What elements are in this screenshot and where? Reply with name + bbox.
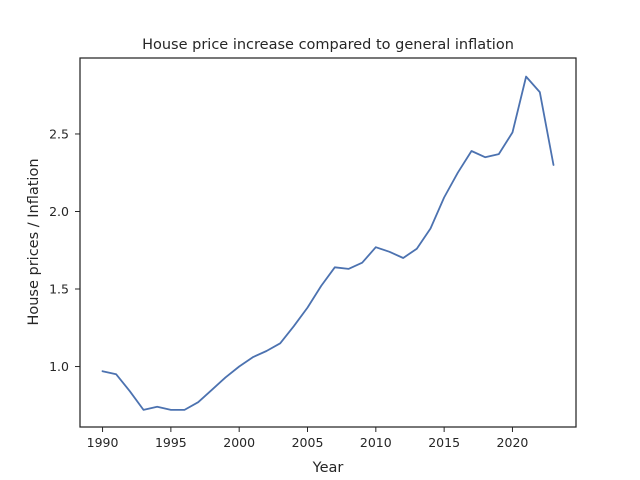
y-tick-label: 2.5 [49, 126, 69, 141]
series-group [101, 75, 555, 411]
x-axis-ticks: 1990 1995 2000 2005 2010 2015 2020 [87, 427, 529, 450]
chart-title: House price increase compared to general… [142, 37, 514, 53]
x-tick-label: 2005 [292, 435, 324, 450]
x-axis-label: Year [312, 460, 344, 476]
y-axis-ticks: 1.0 1.5 2.0 2.5 [49, 126, 80, 374]
x-tick-label: 2020 [497, 435, 529, 450]
x-tick-label: 2015 [428, 435, 460, 450]
x-tick-label: 2010 [360, 435, 392, 450]
x-tick-label: 1995 [155, 435, 187, 450]
y-tick-label: 1.5 [49, 282, 69, 297]
series-line [101, 75, 555, 411]
y-tick-label: 1.0 [49, 359, 69, 374]
y-axis-label: House prices / Inflation [26, 158, 42, 325]
x-tick-label: 2000 [223, 435, 255, 450]
y-tick-label: 2.0 [49, 204, 69, 219]
x-tick-label: 1990 [87, 435, 119, 450]
plot-area-frame [79, 57, 577, 428]
